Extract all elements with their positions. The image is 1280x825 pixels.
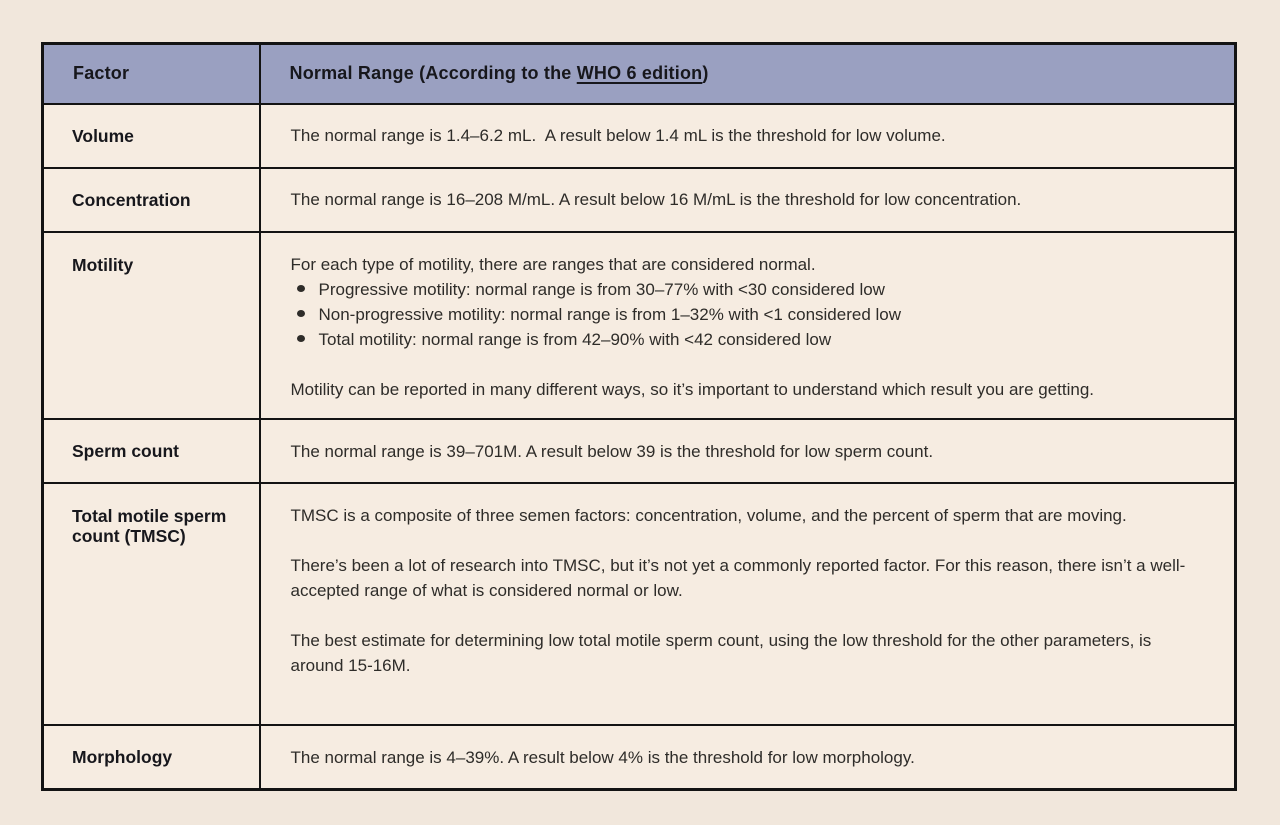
tmsc-paragraph-1: TMSC is a composite of three semen facto… (290, 506, 1127, 526)
header-range-suffix: ) (702, 63, 709, 84)
table-row-morphology: Morphology The normal range is 4–39%. A … (41, 724, 1237, 791)
list-item: Progressive motility: normal range is fr… (296, 277, 1191, 302)
motility-bullet-progressive: Progressive motility: normal range is fr… (318, 279, 885, 299)
semen-factors-table: Factor Normal Range (According to the WH… (41, 42, 1237, 791)
table-row-volume: Volume The normal range is 1.4–6.2 mL. A… (41, 102, 1237, 169)
factor-label-tmsc: Total motile sperm count (TMSC) (41, 482, 261, 727)
range-text-volume: The normal range is 1.4–6.2 mL. A result… (290, 126, 946, 145)
range-text-concentration: The normal range is 16–208 M/mL. A resul… (290, 190, 1022, 209)
motility-bullet-list: Progressive motility: normal range is fr… (296, 277, 1191, 353)
range-cell-concentration: The normal range is 16–208 M/mL. A resul… (258, 166, 1237, 233)
factor-label-sperm-count: Sperm count (41, 418, 261, 485)
bullet-icon (296, 284, 305, 292)
motility-intro: For each type of motility, there are ran… (290, 254, 816, 274)
factor-label-concentration: Concentration (41, 166, 261, 233)
range-cell-volume: The normal range is 1.4–6.2 mL. A result… (258, 102, 1237, 169)
bullet-icon (296, 335, 305, 343)
factor-label-volume: Volume (41, 102, 261, 169)
header-normal-range: Normal Range (According to the WHO 6 edi… (258, 42, 1237, 105)
table-row-sperm-count: Sperm count The normal range is 39–701M.… (41, 418, 1237, 485)
table-row-motility: Motility For each type of motility, ther… (41, 230, 1237, 421)
table-header-row: Factor Normal Range (According to the WH… (41, 42, 1237, 105)
range-cell-motility: For each type of motility, there are ran… (258, 230, 1237, 421)
header-range-prefix: Normal Range (According to the (289, 63, 577, 84)
factor-label-motility: Motility (41, 230, 261, 421)
factor-label-morphology: Morphology (41, 724, 261, 791)
range-text-morphology: The normal range is 4–39%. A result belo… (290, 747, 915, 767)
list-item: Total motility: normal range is from 42–… (296, 327, 1191, 352)
bullet-icon (296, 309, 305, 317)
range-cell-morphology: The normal range is 4–39%. A result belo… (258, 724, 1237, 791)
tmsc-paragraph-3: The best estimate for determining low to… (290, 631, 1157, 676)
motility-bullet-total: Total motility: normal range is from 42–… (318, 330, 832, 350)
range-cell-tmsc: TMSC is a composite of three semen facto… (258, 482, 1237, 727)
who-6-edition-link[interactable]: WHO 6 edition (576, 63, 703, 84)
range-cell-sperm-count: The normal range is 39–701M. A result be… (258, 418, 1237, 485)
tmsc-paragraph-2: There’s been a lot of research into TMSC… (290, 556, 1186, 601)
header-factor: Factor (41, 42, 261, 105)
table-row-tmsc: Total motile sperm count (TMSC) TMSC is … (41, 482, 1237, 727)
range-text-sperm-count: The normal range is 39–701M. A result be… (290, 441, 934, 461)
list-item: Non-progressive motility: normal range i… (296, 302, 1191, 327)
motility-bullet-non-progressive: Non-progressive motility: normal range i… (318, 304, 902, 324)
table-row-concentration: Concentration The normal range is 16–208… (41, 166, 1237, 233)
motility-outro: Motility can be reported in many differe… (290, 380, 1095, 400)
